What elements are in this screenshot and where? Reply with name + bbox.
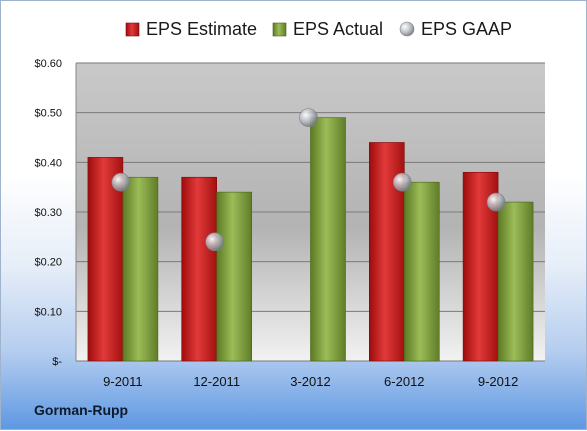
y-tick-label: $0.50 [34,108,62,120]
x-category-label: 9-2012 [478,374,518,389]
marker-eps-gaap [392,172,412,192]
y-tick-label: $0.20 [34,257,62,269]
bar-eps-actual [310,117,346,362]
legend-label: EPS GAAP [421,19,512,39]
x-category-label: 3-2012 [290,374,330,389]
company-name: Gorman-Rupp [34,402,129,418]
y-tick-label: $0.30 [34,207,62,219]
x-category-label: 9-2011 [103,374,143,389]
marker-eps-gaap [299,108,318,127]
bar-eps-actual [216,191,252,362]
bar-eps-actual [403,181,440,362]
y-tick-label: $- [52,356,62,368]
x-category-label: 6-2012 [384,374,424,389]
marker-eps-gaap [486,192,506,212]
bar-eps-estimate [181,176,217,362]
y-tick-label: $0.40 [34,157,62,169]
marker-eps-gaap [111,172,131,192]
x-category-label: 12-2011 [193,374,240,389]
bar-eps-actual [497,201,534,362]
bar-eps-actual [122,176,159,362]
marker-eps-gaap [205,232,224,252]
y-tick-label: $0.10 [34,306,62,318]
legend-swatch [399,21,415,37]
legend-label: EPS Actual [293,19,383,39]
y-tick-label: $0.60 [34,58,62,70]
bar-eps-estimate [87,157,124,362]
legend-swatch [272,22,287,37]
legend-label: EPS Estimate [146,19,257,39]
legend-swatch [125,22,140,37]
